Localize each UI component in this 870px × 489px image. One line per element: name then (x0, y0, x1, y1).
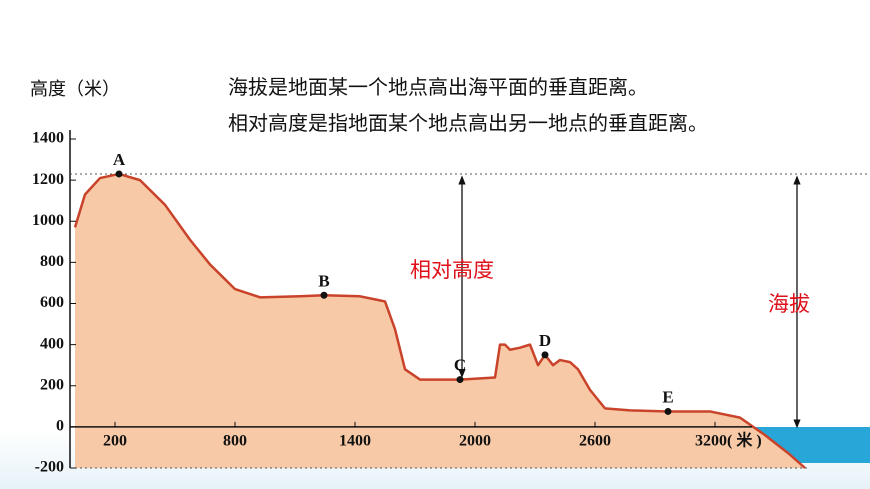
y-tick-label: 200 (40, 376, 64, 393)
annotation: 海拔 (768, 292, 810, 316)
note: 相对高度是指地面某个地点高出另一地点的垂直距离。 (228, 111, 708, 135)
y-tick-label: 1400 (32, 130, 64, 147)
point-label: C (454, 356, 466, 375)
x-tick-label: 200 (103, 433, 127, 450)
x-tick-label: 2600 (579, 433, 611, 450)
point-label: D (539, 331, 551, 350)
x-tick-label: 2000 (459, 433, 491, 450)
x-tick-label: 800 (223, 433, 247, 450)
point-label: E (662, 387, 673, 406)
x-tick-label: 3200( 米 ) (695, 431, 762, 450)
point (664, 407, 672, 415)
terrain-line (73, 172, 806, 469)
y-tick-label: -200 (35, 459, 64, 476)
note: 海拔是地面某一个地点高出海平面的垂直距离。 (228, 75, 648, 99)
point-label: A (113, 150, 126, 169)
point-label: B (318, 271, 329, 290)
y-tick-label: 1200 (32, 171, 64, 188)
y-axis-label: 高度（米） (30, 79, 120, 100)
y-tick-label: 400 (40, 335, 64, 352)
point (541, 351, 549, 359)
x-tick-label: 1400 (339, 433, 371, 450)
y-tick-label: 1000 (32, 212, 64, 229)
point (456, 376, 464, 384)
point (115, 170, 123, 178)
y-tick-label: 0 (56, 418, 64, 435)
annotation: 相对高度 (410, 258, 494, 282)
y-tick-label: 800 (40, 253, 64, 270)
point (320, 291, 328, 299)
terrain-fill (75, 173, 805, 469)
y-tick-label: 600 (40, 294, 64, 311)
